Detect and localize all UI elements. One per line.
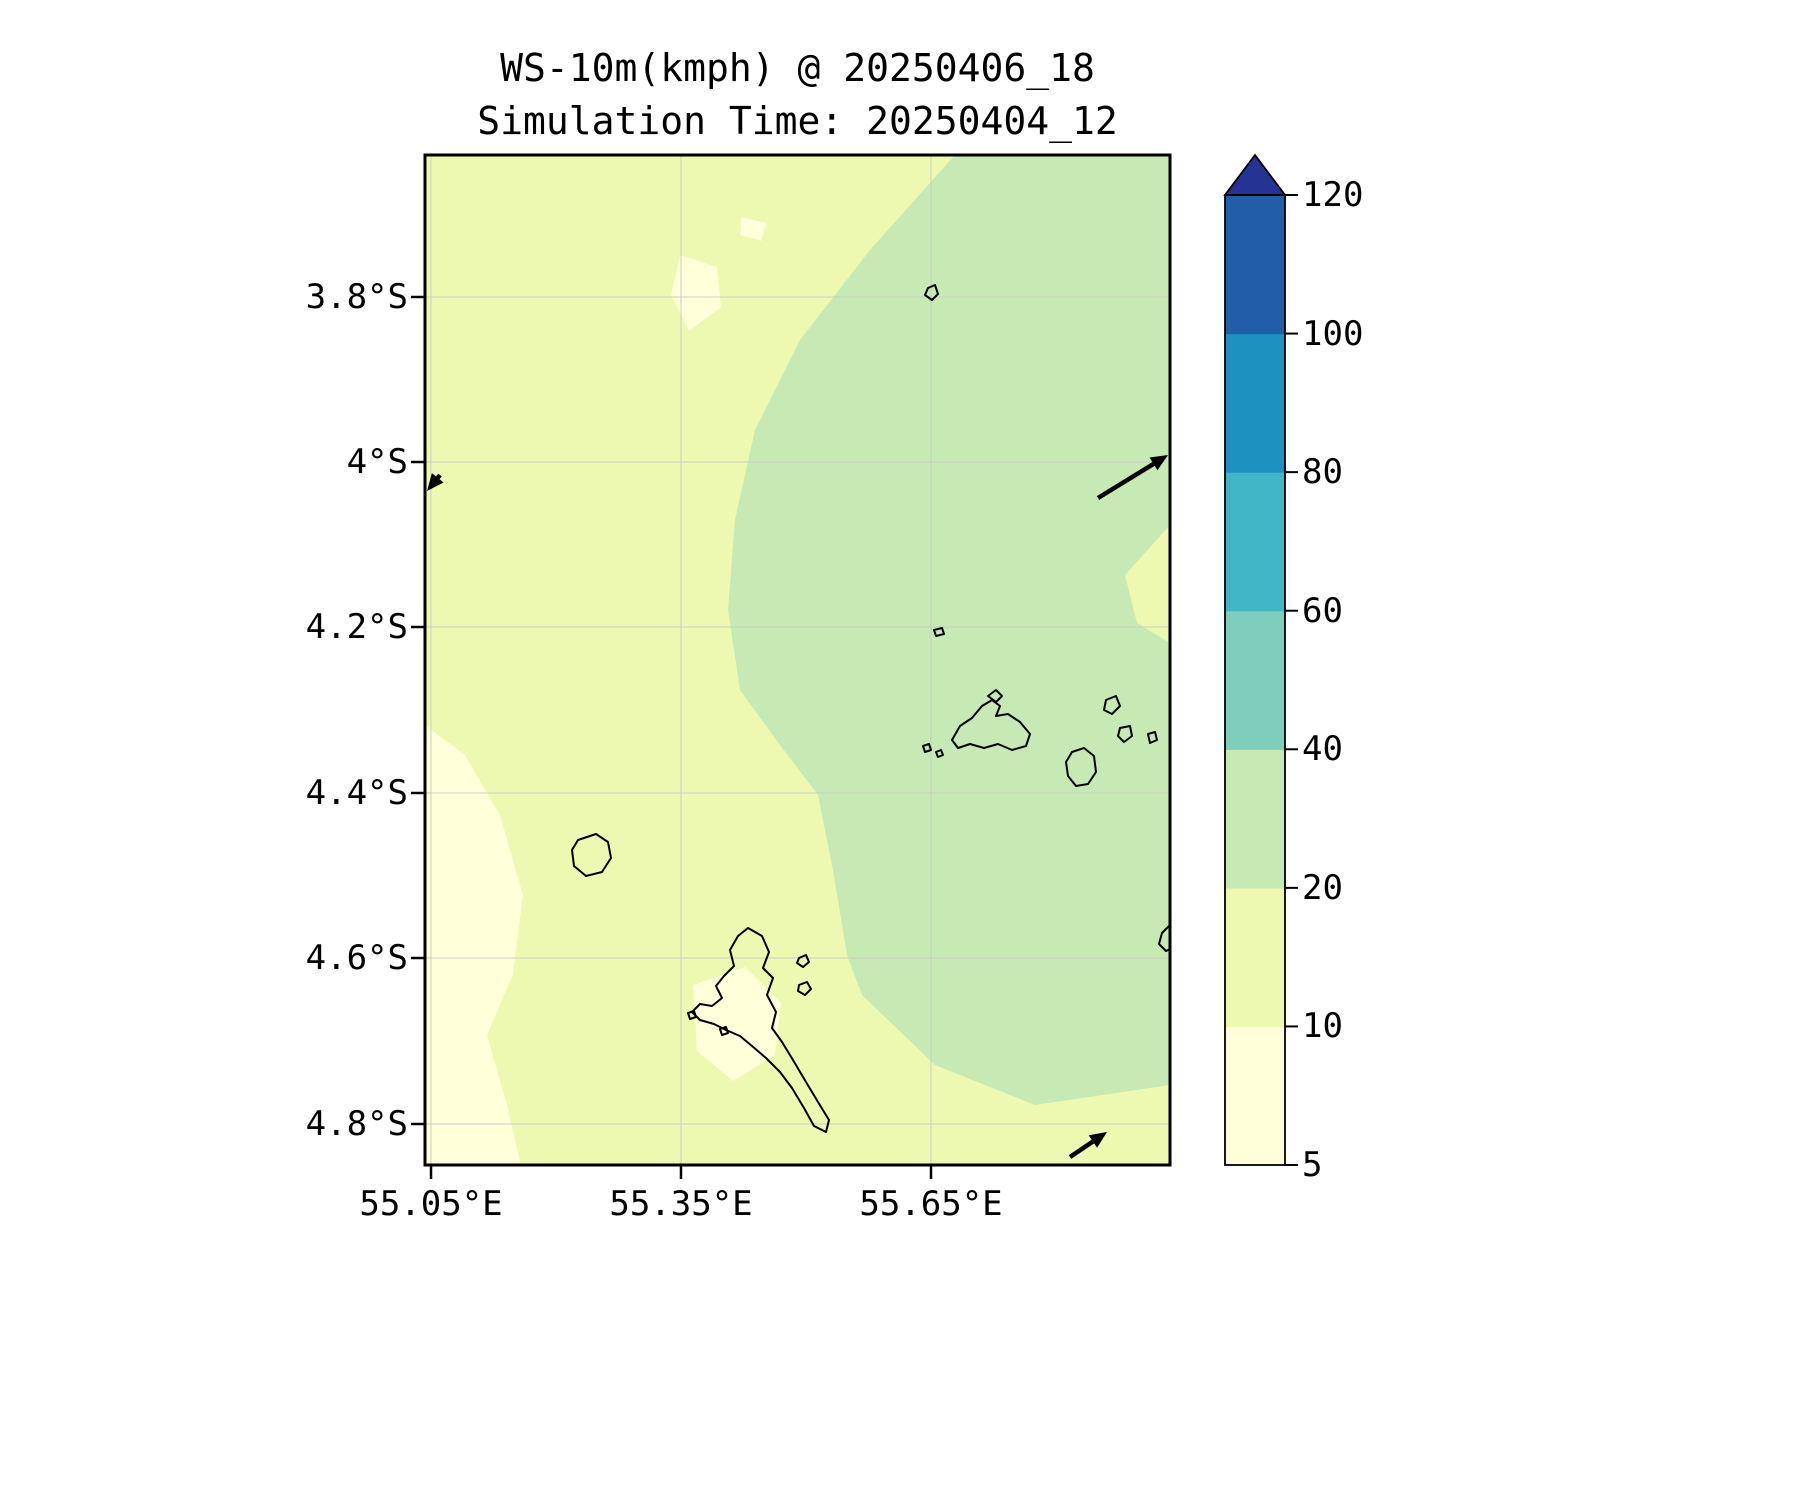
colorbar-segment: [1225, 887, 1285, 1028]
colorbar-tick-label: 120: [1302, 175, 1364, 215]
region-ws-10-20-notch: [1125, 525, 1170, 643]
colorbar-extend-arrow: [1223, 153, 1287, 196]
region-ws-5-10-top: [671, 255, 721, 331]
colorbar-segment: [1225, 333, 1285, 473]
wind-arrow-head: [427, 473, 444, 491]
wind-arrow-head: [1088, 1132, 1107, 1148]
coastline-praslin: [951, 699, 1031, 751]
colorbar-segment: [1225, 749, 1285, 889]
coastline-mahe-w-islet-1: [687, 1010, 697, 1020]
x-tick-label: 55.05°E: [359, 1184, 503, 1224]
colorbar-tick-label: 40: [1302, 729, 1343, 770]
coastline-north-islet: [924, 284, 939, 301]
y-tick-label: 4.2°S: [305, 607, 408, 647]
figure-title: WS-10m(kmph) @ 20250406_18: [500, 46, 1095, 90]
colorbar-segment: [1225, 1026, 1285, 1166]
map-plot: [411, 153, 1172, 1179]
coastline-east-islet: [1147, 731, 1158, 744]
coastline-cousin: [922, 743, 932, 753]
wind-arrow-shaft: [435, 473, 442, 480]
region-ws-5-10-top-small: [740, 217, 767, 241]
coastline-curieuse: [987, 689, 1003, 703]
colorbar-tick-label: 20: [1302, 867, 1343, 908]
y-tick-label: 4°S: [346, 442, 408, 482]
colorbar-segment: [1225, 472, 1285, 612]
coastline-marianne: [1117, 725, 1133, 743]
coastline-mahe-w-islet-2: [719, 1026, 729, 1036]
colorbar-tick-label: 80: [1302, 452, 1343, 493]
coastline-mahe-ne-islet-2: [797, 981, 812, 996]
region-ws-5-10-west: [425, 725, 523, 1165]
colorbar-outline: [1224, 194, 1286, 1166]
colorbar-tick-label: 100: [1302, 313, 1364, 354]
y-tick-label: 4.8°S: [305, 1104, 408, 1144]
colorbar-tick-label: 60: [1302, 590, 1343, 631]
y-tick-label: 4.4°S: [305, 773, 408, 813]
colorbar-segment: [1225, 195, 1285, 335]
colorbar-tick-label: 10: [1302, 1006, 1343, 1047]
colorbar-segment: [1225, 610, 1285, 750]
coastline-la-digue: [1065, 747, 1097, 787]
wind-arrow-head: [1149, 455, 1168, 471]
plot-border: [423, 153, 1172, 1167]
figure-title-block: WS-10m(kmph) @ 20250406_18 Simulation Ti…: [345, 42, 1250, 148]
coastline-aride: [933, 627, 945, 637]
coastline-felicite: [1103, 695, 1121, 715]
wind-arrow-shaft: [1068, 1139, 1095, 1159]
y-tick-label: 3.8°S: [305, 277, 408, 317]
coastline-mahe-ne-islet-1: [796, 954, 810, 968]
region-ws-20-40: [728, 155, 1170, 1105]
wind-arrow-shaft: [1096, 461, 1155, 500]
coastline-cousine: [935, 749, 944, 758]
y-tick-label: 4.6°S: [305, 938, 408, 978]
figure-subtitle: Simulation Time: 20250404_12: [477, 99, 1118, 143]
coastline-silhouette: [571, 833, 612, 877]
x-tick-label: 55.35°E: [609, 1184, 753, 1224]
coastline-mahe: [691, 927, 830, 1133]
x-tick-label: 55.65°E: [859, 1184, 1003, 1224]
colorbar: [1223, 153, 1298, 1166]
colorbar-tick-label: 5: [1302, 1145, 1323, 1185]
